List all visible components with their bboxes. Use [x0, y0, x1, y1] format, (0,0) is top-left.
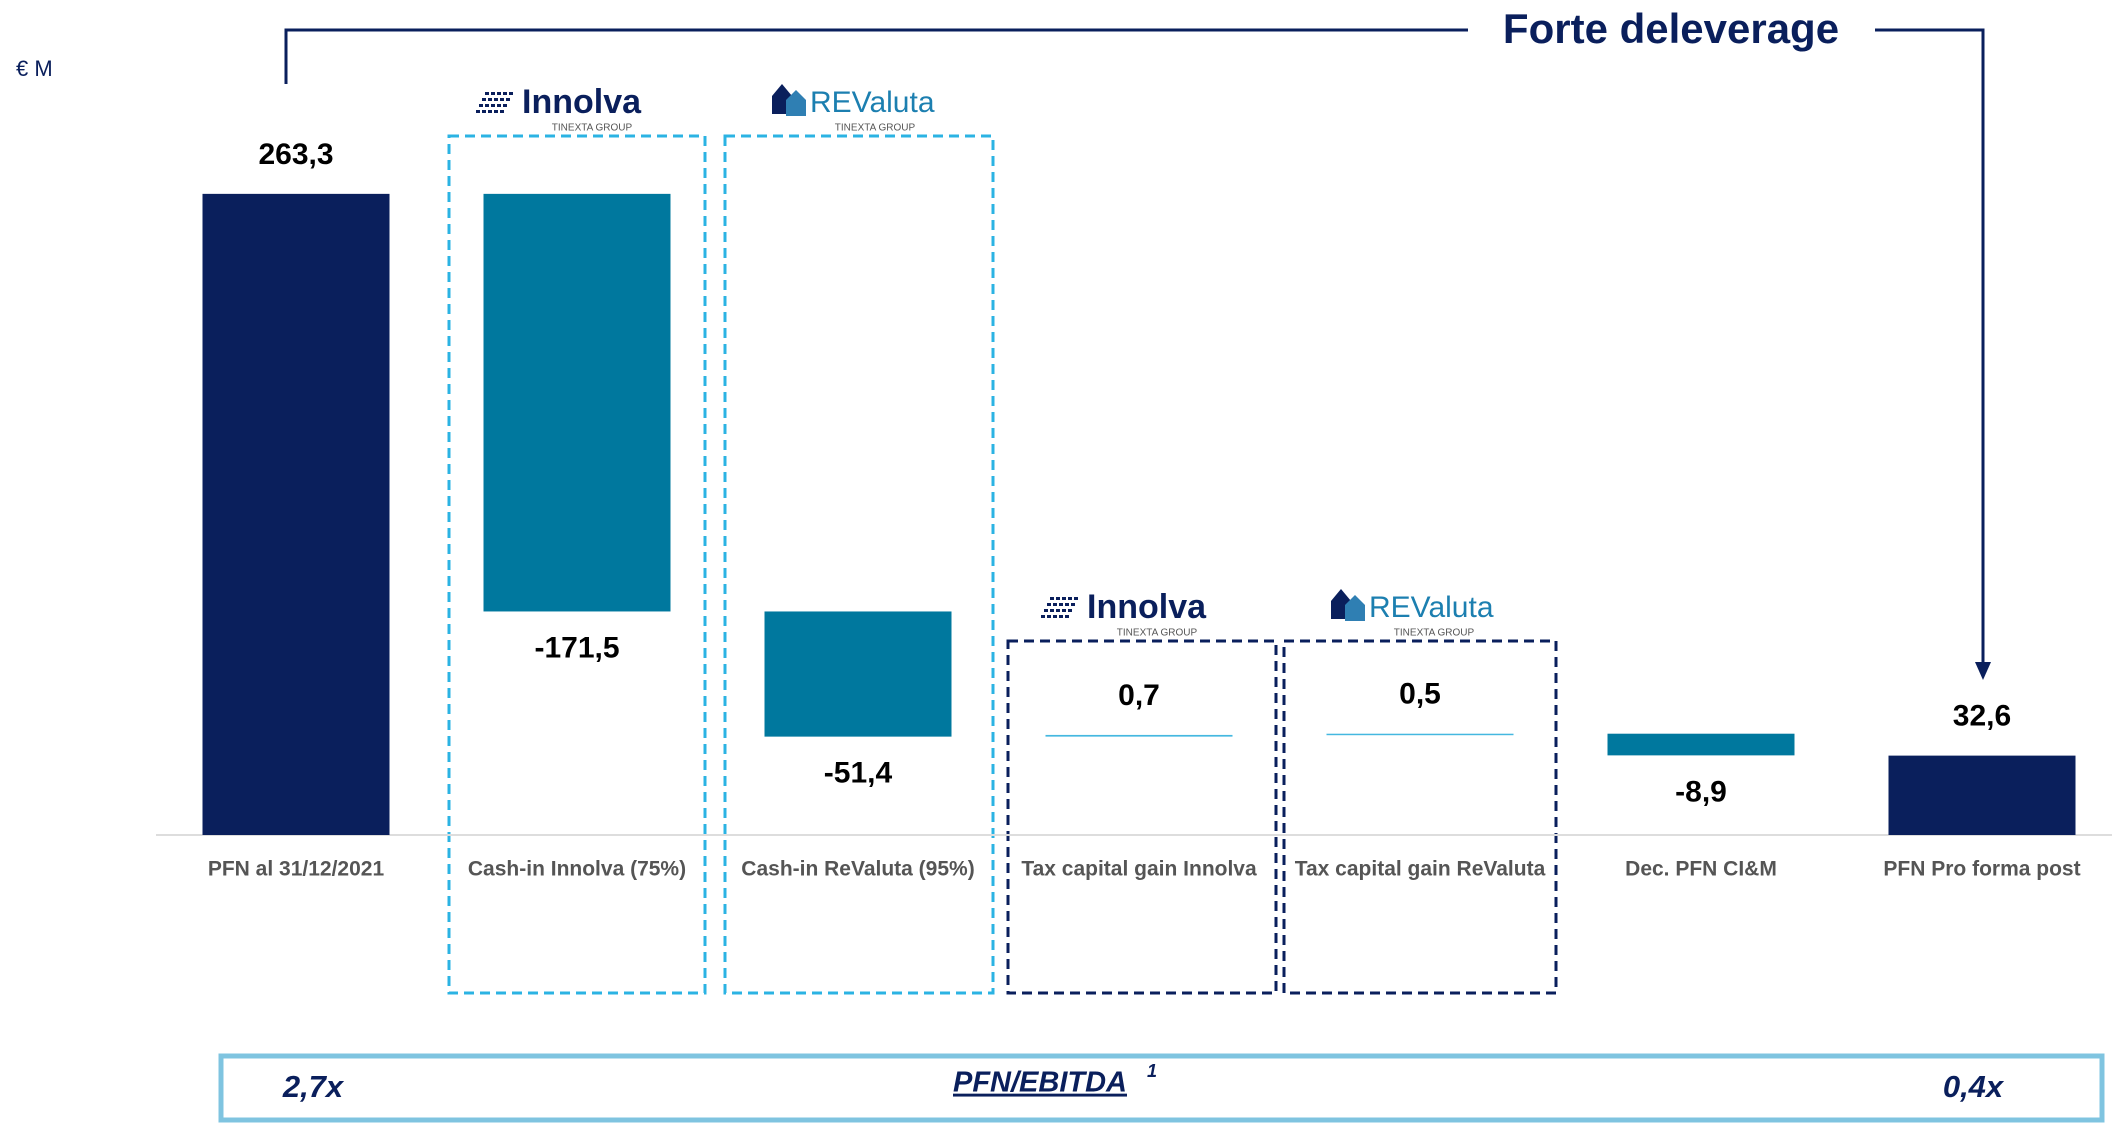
logo-icon: [509, 92, 513, 95]
logo-icon: [485, 104, 489, 107]
logo-icon: [506, 98, 510, 101]
logo-icon: [1056, 597, 1060, 600]
logo-icon: [1044, 609, 1048, 612]
arrow-head: [1975, 662, 1991, 680]
logo-icon: [1065, 603, 1069, 606]
footer-box: [218, 1053, 2105, 1123]
x-tick-label: Cash-in ReValuta (95%): [741, 858, 974, 881]
x-tick-label: PFN Pro forma post: [1883, 858, 2080, 881]
footer-note: 1: [1147, 1061, 1157, 1081]
logo-icon: [1053, 603, 1057, 606]
logo-icon: [1071, 603, 1075, 606]
highlight-box: [1282, 639, 1558, 995]
bar: [1888, 755, 2076, 835]
logo-icon: [482, 98, 486, 101]
x-tick-label: Tax capital gain Innolva: [1021, 858, 1257, 881]
logo-name: REValuta: [1369, 591, 1494, 624]
logo-icon: [786, 90, 806, 116]
bracket-right: [1875, 28, 1985, 665]
logo-icon: [497, 92, 501, 95]
value-label: 0,7: [1118, 679, 1160, 712]
logo-icon: [1056, 609, 1060, 612]
logo-icon: [1050, 609, 1054, 612]
value-label: -8,9: [1675, 775, 1727, 808]
logo-icon: [1059, 603, 1063, 606]
logo-name: Innolva: [522, 83, 642, 121]
logo-icon: [476, 110, 480, 113]
logo-icon: [479, 104, 483, 107]
logo-icon: [1050, 597, 1054, 600]
bar: [764, 611, 952, 737]
logo-name: Innolva: [1087, 588, 1207, 626]
value-label: 0,5: [1399, 678, 1441, 711]
highlight-box: [1006, 639, 1278, 995]
bracket-left: [284, 28, 1468, 84]
logo-icon: [494, 110, 498, 113]
logo-icon: [1068, 609, 1072, 612]
annotation: Forte deleverage: [1503, 5, 1839, 52]
logo-icon: [503, 104, 507, 107]
logo-icon: [1047, 603, 1051, 606]
highlight-box: [447, 134, 707, 995]
logo-icon: [1062, 609, 1066, 612]
footer-title: PFN/EBITDA: [953, 1067, 1127, 1099]
bar: [1326, 733, 1514, 736]
logo-icon: [1062, 597, 1066, 600]
logo-icon: [500, 110, 504, 113]
logo-sub: TINEXTA GROUP: [1394, 628, 1475, 639]
logo-icon: [491, 104, 495, 107]
logo-sub: TINEXTA GROUP: [552, 123, 633, 134]
logo-icon: [497, 104, 501, 107]
logo-sub: TINEXTA GROUP: [1117, 628, 1198, 639]
value-label: -171,5: [534, 631, 619, 664]
logo-sub: TINEXTA GROUP: [835, 123, 916, 134]
value-label: 32,6: [1953, 700, 2011, 733]
x-tick-label: Cash-in Innolva (75%): [468, 858, 686, 881]
value-label: -51,4: [824, 757, 893, 790]
logo-icon: [1068, 597, 1072, 600]
logo-icon: [1053, 615, 1057, 618]
logo-icon: [1065, 615, 1069, 618]
footer-left: 2,7x: [282, 1069, 345, 1104]
logo-name: REValuta: [810, 86, 935, 119]
logo-icon: [494, 98, 498, 101]
logo-icon: [1074, 597, 1078, 600]
logo-icon: [1059, 615, 1063, 618]
footer-right: 0,4x: [1943, 1069, 2005, 1104]
bar: [1045, 734, 1233, 737]
logo-icon: [1345, 595, 1365, 621]
unit-label: € M: [16, 56, 53, 81]
bar: [1607, 733, 1795, 756]
logo-icon: [1041, 615, 1045, 618]
logo-icon: [500, 98, 504, 101]
logo-icon: [1047, 615, 1051, 618]
logo-icon: [485, 92, 489, 95]
logo-icon: [491, 92, 495, 95]
logo-icon: [482, 110, 486, 113]
logo-icon: [488, 110, 492, 113]
logo-icon: [488, 98, 492, 101]
logo-icon: [503, 92, 507, 95]
bar: [202, 193, 390, 835]
highlight-box: [723, 134, 995, 995]
x-tick-label: Dec. PFN CI&M: [1625, 858, 1777, 881]
x-tick-label: Tax capital gain ReValuta: [1295, 858, 1546, 881]
x-tick-label: PFN al 31/12/2021: [208, 858, 385, 881]
value-label: 263,3: [258, 138, 333, 171]
bar: [483, 193, 671, 612]
